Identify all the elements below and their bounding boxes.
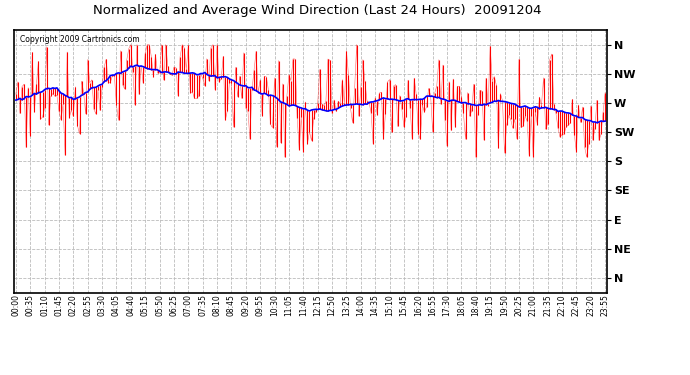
- Text: Normalized and Average Wind Direction (Last 24 Hours)  20091204: Normalized and Average Wind Direction (L…: [93, 4, 542, 17]
- Text: Copyright 2009 Cartronics.com: Copyright 2009 Cartronics.com: [20, 35, 139, 44]
